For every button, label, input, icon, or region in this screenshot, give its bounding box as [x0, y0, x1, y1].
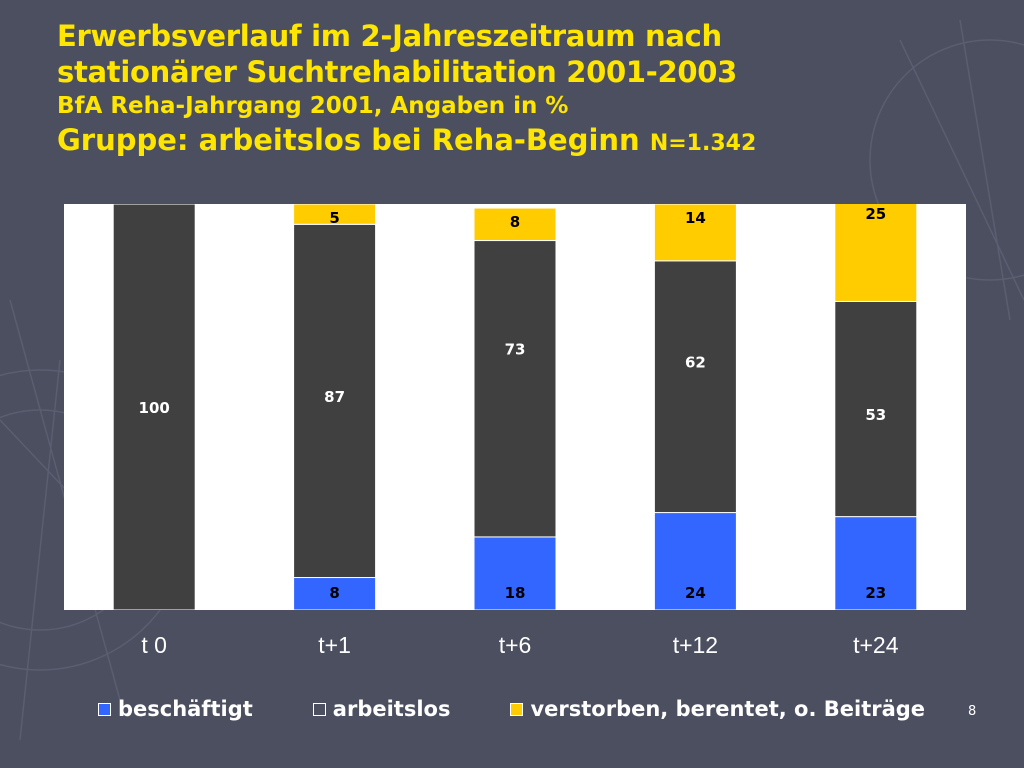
legend-item-beschaeftigt: beschäftigt [98, 697, 253, 721]
x-tick-label-1: t+1 [318, 632, 351, 658]
legend-swatch-verstorben [510, 702, 524, 716]
chart-title-line1: Erwerbsverlauf im 2-Jahreszeitraum nach [57, 19, 722, 53]
legend-item-arbeitslos: arbeitslos [312, 697, 451, 721]
legend-label-beschaeftigt: beschäftigt [118, 697, 253, 721]
chart-group-line: Gruppe: arbeitslos bei Reha-Beginn N=1.3… [57, 122, 756, 162]
legend-item-verstorben: verstorben, berentet, o. Beiträge [510, 697, 925, 721]
data-label-verstorben-1: 5 [329, 209, 339, 227]
sample-size: N=1.342 [649, 131, 757, 156]
bar-arbeitslos-1 [293, 223, 377, 579]
x-tick-label-3: t+12 [672, 632, 719, 658]
bar-verstorben-1 [293, 204, 377, 225]
data-label-beschaeftigt-1: 8 [329, 584, 339, 602]
bar-verstorben-2 [473, 207, 557, 242]
bar-verstorben-3 [653, 204, 737, 262]
data-label-beschaeftigt-2: 18 [505, 584, 526, 602]
chart-title-line2: stationärer Suchtrehabilitation 2001-200… [57, 55, 738, 89]
group-label: Gruppe: arbeitslos bei Reha-Beginn [57, 123, 640, 157]
bar-beschaeftigt-1 [293, 577, 377, 610]
x-tick-label-4: t+24 [853, 632, 899, 658]
data-label-beschaeftigt-4: 23 [865, 584, 886, 602]
x-tick-label-0: t 0 [141, 632, 167, 658]
legend-label-arbeitslos: arbeitslos [332, 697, 451, 721]
data-label-arbeitslos-1: 87 [324, 388, 345, 406]
data-label-verstorben-4: 25 [865, 205, 886, 223]
x-tick-label-2: t+6 [498, 632, 532, 658]
slide-number: 8 [968, 704, 977, 719]
data-label-verstorben-3: 14 [685, 209, 706, 227]
bar-arbeitslos-2 [473, 240, 557, 538]
legend-swatch-beschaeftigt [98, 702, 111, 716]
bar-verstorben-4 [834, 204, 918, 302]
bar-arbeitslos-0 [112, 204, 196, 610]
bar-arbeitslos-3 [653, 260, 737, 514]
bar-beschaeftigt-3 [653, 512, 737, 610]
data-label-arbeitslos-0: 100 [139, 399, 170, 417]
chart-subtitle: BfA Reha-Jahrgang 2001, Angaben in % [57, 93, 569, 119]
stacked-bar-chart: 100 8 87 5 18 73 8 24 62 14 23 53 25 [64, 204, 966, 610]
x-axis-labels: t 0 t+1 t+6 t+12 t+24 [0, 632, 1024, 668]
data-label-verstorben-2: 8 [510, 213, 520, 231]
legend-label-verstorben: verstorben, berentet, o. Beiträge [530, 697, 926, 721]
legend: beschäftigt arbeitslos verstorben, berente… [98, 694, 925, 724]
data-label-arbeitslos-2: 73 [505, 341, 526, 359]
title-block: Erwerbsverlauf im 2-Jahreszeitraum nach … [57, 18, 756, 162]
data-label-beschaeftigt-3: 24 [685, 584, 706, 602]
data-label-arbeitslos-4: 53 [865, 406, 886, 424]
data-label-arbeitslos-3: 62 [685, 354, 706, 372]
bar-arbeitslos-4 [834, 300, 918, 518]
legend-swatch-arbeitslos [312, 702, 326, 716]
